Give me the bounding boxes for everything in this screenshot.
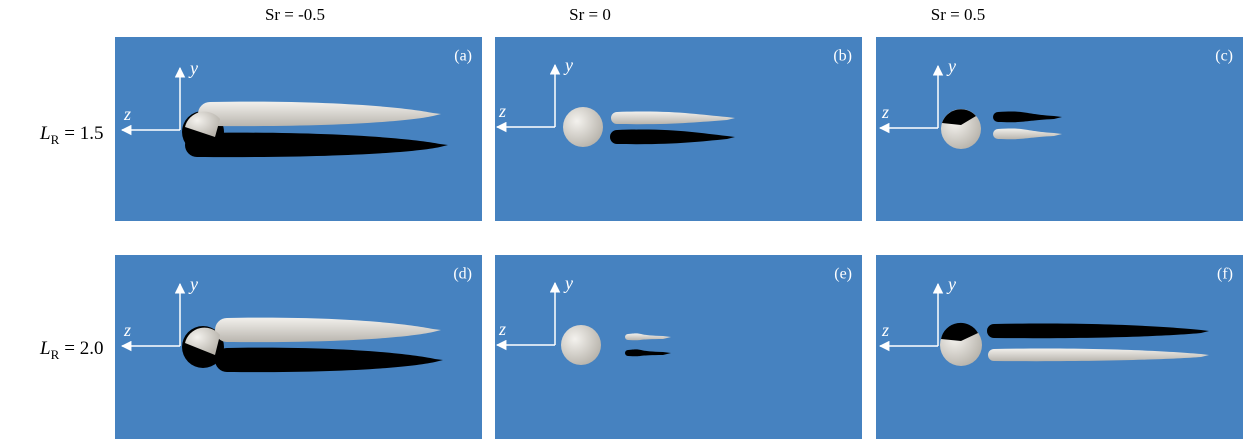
panel-background — [495, 37, 862, 221]
shadow — [993, 111, 1062, 123]
column-header: Sr = 0.5 — [931, 5, 985, 24]
row-subscript: R — [51, 132, 60, 147]
panel-background — [876, 37, 1243, 221]
shadow — [941, 322, 978, 341]
y-axis-label: y — [188, 274, 198, 294]
sphere — [185, 111, 220, 137]
z-axis-label: z — [123, 104, 131, 124]
column-header: Sr = -0.5 — [265, 5, 325, 24]
sphere — [561, 325, 601, 365]
panel: y z (b) — [495, 37, 862, 221]
row-value: = 2.0 — [64, 338, 103, 359]
y-axis-label: y — [946, 56, 956, 76]
panel-background — [115, 37, 482, 221]
row-label: LR = 2.0 — [39, 338, 103, 362]
row-symbol: L — [39, 123, 51, 144]
panel: y z (c) — [876, 37, 1243, 221]
y-axis-label: y — [563, 55, 573, 75]
column-header: Sr = 0 — [569, 5, 611, 24]
wake — [611, 111, 735, 125]
shadow — [215, 347, 443, 373]
wake — [625, 333, 671, 341]
z-axis-label: z — [881, 320, 889, 340]
panel-label: (c) — [1215, 48, 1233, 65]
panel-background — [115, 255, 482, 439]
y-axis-label: y — [188, 58, 198, 78]
row-subscript: R — [51, 347, 60, 362]
shadow — [625, 349, 671, 357]
wake — [988, 348, 1209, 362]
shadow — [610, 129, 735, 145]
wake — [993, 128, 1062, 140]
z-axis-label: z — [881, 102, 889, 122]
y-axis-label: y — [946, 274, 956, 294]
panel-label: (b) — [833, 48, 852, 65]
sphere — [563, 107, 603, 147]
shadow — [942, 109, 976, 125]
sphere — [185, 327, 220, 355]
panel-background — [495, 255, 862, 439]
wake — [198, 101, 441, 127]
shadow — [987, 323, 1209, 339]
row-label: LR = 1.5 — [39, 123, 103, 147]
panel-label: (e) — [834, 266, 852, 283]
panel-background — [876, 255, 1243, 439]
panel: y z (d) — [115, 255, 482, 439]
row-symbol: L — [39, 338, 51, 359]
panel-label: (f) — [1217, 266, 1233, 283]
z-axis-label: z — [123, 320, 131, 340]
wake — [215, 317, 441, 343]
panels: y z (a) y z (b) y z (c) y z (d) y z (e) y z (f) — [115, 37, 1243, 439]
z-axis-label: z — [498, 319, 506, 339]
panel-label: (d) — [453, 266, 472, 283]
shadow — [185, 132, 448, 158]
y-axis-label: y — [563, 273, 573, 293]
panel: y z (a) — [115, 37, 482, 221]
panel: y z (f) — [876, 255, 1243, 439]
z-axis-label: z — [498, 101, 506, 121]
panel-label: (a) — [454, 48, 472, 65]
panel: y z (e) — [495, 255, 862, 439]
row-value: = 1.5 — [64, 123, 103, 144]
